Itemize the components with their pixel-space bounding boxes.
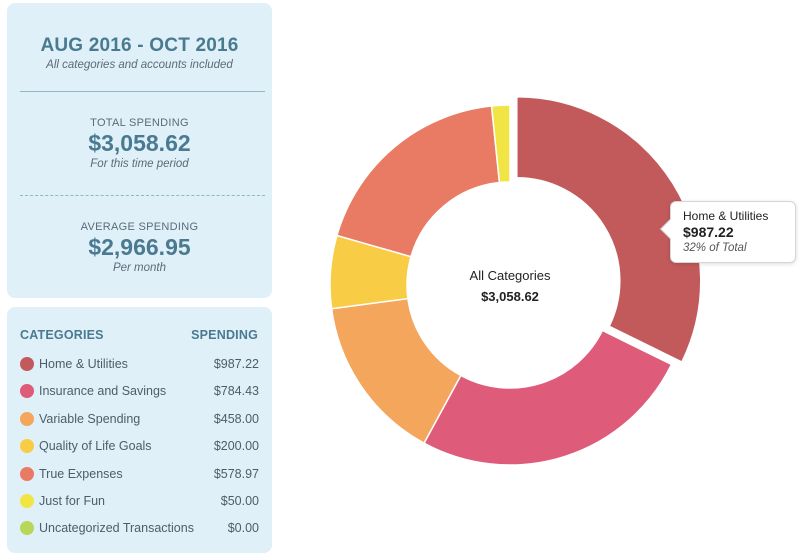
category-amount: $784.43 <box>213 384 259 399</box>
category-color-dot <box>20 439 34 454</box>
category-row[interactable]: Just for Fun $50.00 <box>18 488 259 515</box>
total-spending-value: $3,058.62 <box>88 130 191 156</box>
tooltip-title: Home & Utilities <box>683 209 769 223</box>
category-color-dot <box>20 411 34 426</box>
donut-slice[interactable] <box>516 96 702 364</box>
spending-donut-chart <box>329 96 702 466</box>
category-name: Quality of Life Goals <box>39 439 152 454</box>
category-name: Home & Utilities <box>39 357 128 371</box>
category-name: Variable Spending <box>39 411 141 426</box>
summary-panel: AUG 2016 - OCT 2016 All categories and a… <box>7 3 272 298</box>
category-amount: $458.00 <box>213 411 259 426</box>
category-list: Home & Utilities $987.22 Insurance and Sav… <box>18 351 259 543</box>
category-amount: $0.00 <box>227 521 259 536</box>
category-amount: $987.22 <box>213 357 259 371</box>
tooltip-value: $987.22 <box>683 224 734 240</box>
category-color-dot <box>20 493 34 508</box>
category-name: Uncategorized Transactions <box>39 521 194 536</box>
category-name: Insurance and Savings <box>39 384 167 399</box>
average-spending-label: AVERAGE SPENDING <box>80 221 199 233</box>
total-spending-note: For this time period <box>90 158 189 170</box>
chart-center-total: $3,058.62 <box>481 289 539 304</box>
chart-center-label: All Categories <box>469 268 551 283</box>
category-color-dot <box>20 466 34 481</box>
category-row[interactable]: True Expenses $578.97 <box>18 461 259 488</box>
donut-slice[interactable] <box>336 105 501 258</box>
average-spending-value: $2,966.95 <box>88 234 191 260</box>
spending-header: SPENDING <box>191 328 258 342</box>
donut-slice[interactable] <box>423 329 673 466</box>
slice-tooltip: Home & Utilities $987.22 32% of Total <box>660 201 796 263</box>
date-range-title: AUG 2016 - OCT 2016 <box>40 35 239 56</box>
category-amount: $578.97 <box>213 466 259 481</box>
category-color-dot <box>20 521 34 536</box>
category-name: True Expenses <box>39 466 123 481</box>
category-row[interactable]: Quality of Life Goals $200.00 <box>18 433 259 460</box>
date-range-note: All categories and accounts included <box>46 59 233 71</box>
tooltip-percent: 32% of Total <box>683 242 747 254</box>
category-row[interactable]: Uncategorized Transactions $0.00 <box>18 515 259 542</box>
dashed-divider <box>20 195 265 196</box>
category-amount: $50.00 <box>220 493 259 508</box>
category-color-dot <box>20 384 34 399</box>
average-spending-note: Per month <box>112 262 167 274</box>
category-row[interactable]: Variable Spending $458.00 <box>18 406 259 433</box>
categories-panel: CATEGORIES SPENDING Home & Utilities $987… <box>7 307 272 553</box>
total-spending-label: TOTAL SPENDING <box>90 117 189 129</box>
category-row[interactable]: Insurance and Savings $784.43 <box>18 378 259 405</box>
category-row[interactable]: Home & Utilities $987.22 <box>18 351 259 378</box>
category-name: Just for Fun <box>39 493 105 508</box>
categories-header: CATEGORIES <box>20 328 104 342</box>
category-color-dot <box>20 357 34 371</box>
divider <box>20 91 265 92</box>
category-amount: $200.00 <box>213 439 259 454</box>
donut-slice[interactable] <box>490 104 511 184</box>
